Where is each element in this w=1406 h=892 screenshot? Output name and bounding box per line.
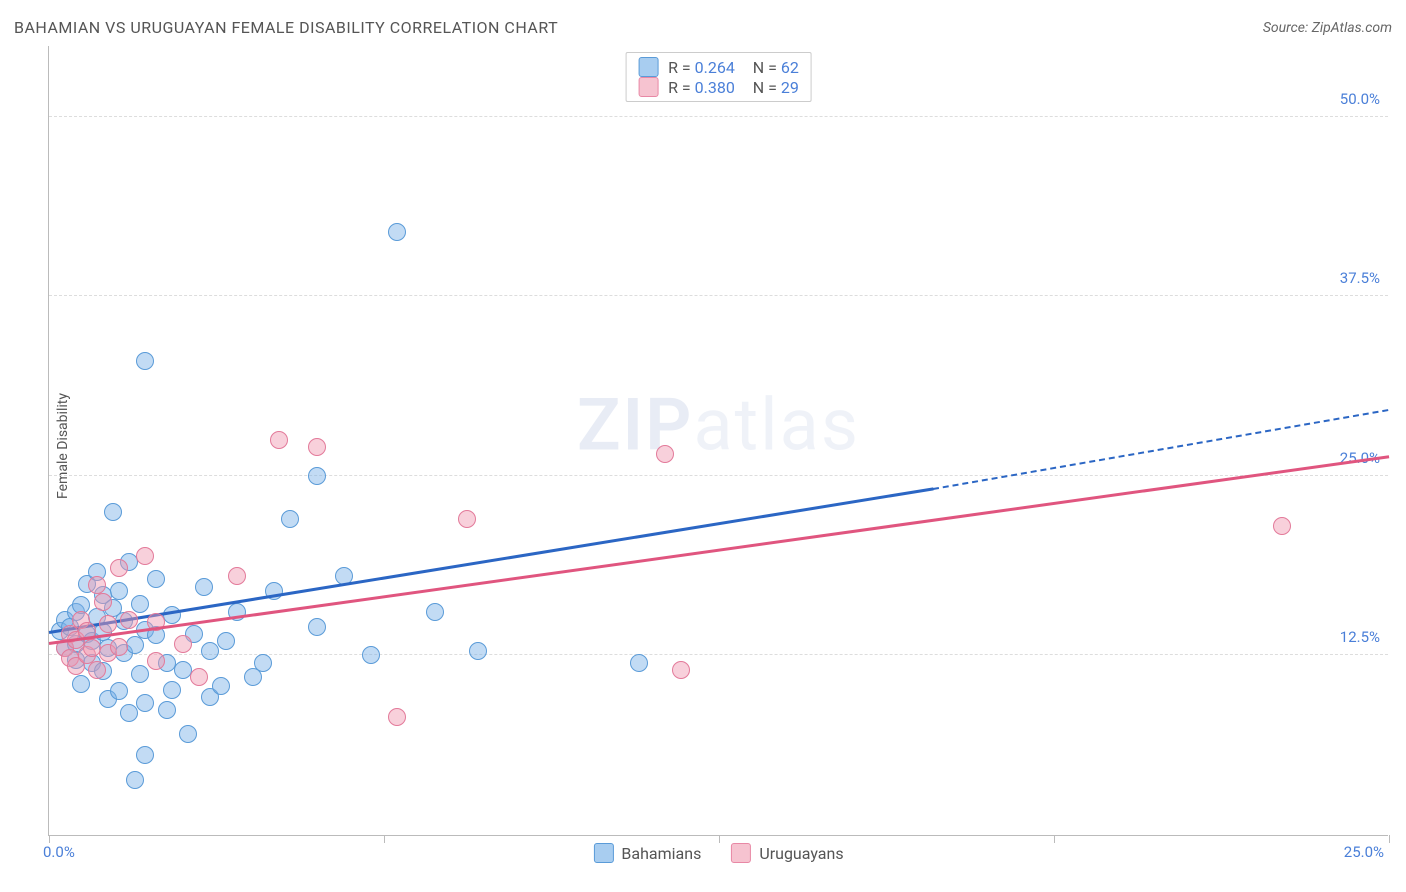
xaxis-max-label: 25.0%	[1344, 843, 1384, 861]
scatter-point	[136, 352, 154, 370]
legend-correlation-box: R = 0.264 N = 62R = 0.380 N = 29	[625, 52, 812, 102]
scatter-point	[458, 510, 476, 528]
legend-series-item: Uruguayans	[731, 843, 843, 863]
scatter-point	[308, 438, 326, 456]
scatter-point	[281, 510, 299, 528]
scatter-point	[212, 677, 230, 695]
trend-line	[49, 487, 934, 634]
trend-line	[49, 456, 1389, 646]
legend-swatch	[731, 843, 751, 863]
n-label: N = 29	[745, 78, 799, 97]
scatter-point	[217, 632, 235, 650]
scatter-point	[362, 646, 380, 664]
legend-swatch	[638, 57, 658, 77]
chart-title: BAHAMIAN VS URUGUAYAN FEMALE DISABILITY …	[14, 18, 558, 37]
xtick-mark	[49, 835, 50, 843]
scatter-point	[174, 635, 192, 653]
legend-series-label: Bahamians	[621, 844, 701, 863]
scatter-point	[147, 570, 165, 588]
scatter-point	[120, 704, 138, 722]
scatter-point	[110, 559, 128, 577]
xaxis-min-label: 0.0%	[43, 843, 75, 861]
watermark: ZIPatlas	[577, 382, 860, 467]
scatter-point	[83, 639, 101, 657]
gridline	[49, 475, 1388, 476]
scatter-point	[110, 582, 128, 600]
scatter-point	[179, 725, 197, 743]
scatter-point	[270, 431, 288, 449]
scatter-plot: ZIPatlas R = 0.264 N = 62R = 0.380 N = 2…	[48, 46, 1388, 836]
scatter-point	[190, 668, 208, 686]
scatter-point	[88, 576, 106, 594]
scatter-point	[136, 547, 154, 565]
gridline	[49, 116, 1388, 117]
ytick-label: 37.5%	[1340, 269, 1380, 287]
scatter-point	[195, 578, 213, 596]
scatter-point	[104, 503, 122, 521]
scatter-point	[388, 708, 406, 726]
scatter-point	[72, 675, 90, 693]
source-label: Source: ZipAtlas.com	[1263, 20, 1392, 36]
xtick-mark	[1389, 835, 1390, 843]
scatter-point	[672, 661, 690, 679]
scatter-point	[388, 223, 406, 241]
scatter-point	[630, 654, 648, 672]
ytick-label: 12.5%	[1340, 628, 1380, 646]
scatter-point	[469, 642, 487, 660]
xtick-mark	[719, 835, 720, 843]
scatter-point	[120, 611, 138, 629]
scatter-point	[201, 642, 219, 660]
xtick-mark	[384, 835, 385, 843]
n-label: N = 62	[745, 58, 799, 77]
scatter-point	[656, 445, 674, 463]
ytick-label: 50.0%	[1340, 90, 1380, 108]
scatter-point	[308, 618, 326, 636]
scatter-point	[131, 665, 149, 683]
scatter-point	[308, 467, 326, 485]
scatter-point	[126, 771, 144, 789]
scatter-point	[136, 694, 154, 712]
scatter-point	[426, 603, 444, 621]
legend-series-label: Uruguayans	[759, 844, 843, 863]
legend-series-item: Bahamians	[593, 843, 701, 863]
scatter-point	[88, 661, 106, 679]
scatter-point	[254, 654, 272, 672]
legend-swatch	[593, 843, 613, 863]
gridline	[49, 654, 1388, 655]
xtick-mark	[1054, 835, 1055, 843]
scatter-point	[110, 638, 128, 656]
legend-series: Bahamians Uruguayans	[593, 843, 843, 863]
scatter-point	[94, 593, 112, 611]
scatter-point	[110, 682, 128, 700]
scatter-point	[131, 595, 149, 613]
gridline	[49, 295, 1388, 296]
legend-correlation-row: R = 0.264 N = 62	[638, 57, 799, 77]
r-label: R = 0.380	[668, 78, 735, 97]
r-label: R = 0.264	[668, 58, 735, 77]
scatter-point	[126, 636, 144, 654]
legend-correlation-row: R = 0.380 N = 29	[638, 77, 799, 97]
scatter-point	[163, 681, 181, 699]
scatter-point	[147, 652, 165, 670]
scatter-point	[228, 567, 246, 585]
trend-line-extrapolated	[933, 409, 1389, 490]
scatter-point	[136, 746, 154, 764]
scatter-point	[1273, 517, 1291, 535]
scatter-point	[158, 701, 176, 719]
scatter-point	[99, 615, 117, 633]
legend-swatch	[638, 77, 658, 97]
